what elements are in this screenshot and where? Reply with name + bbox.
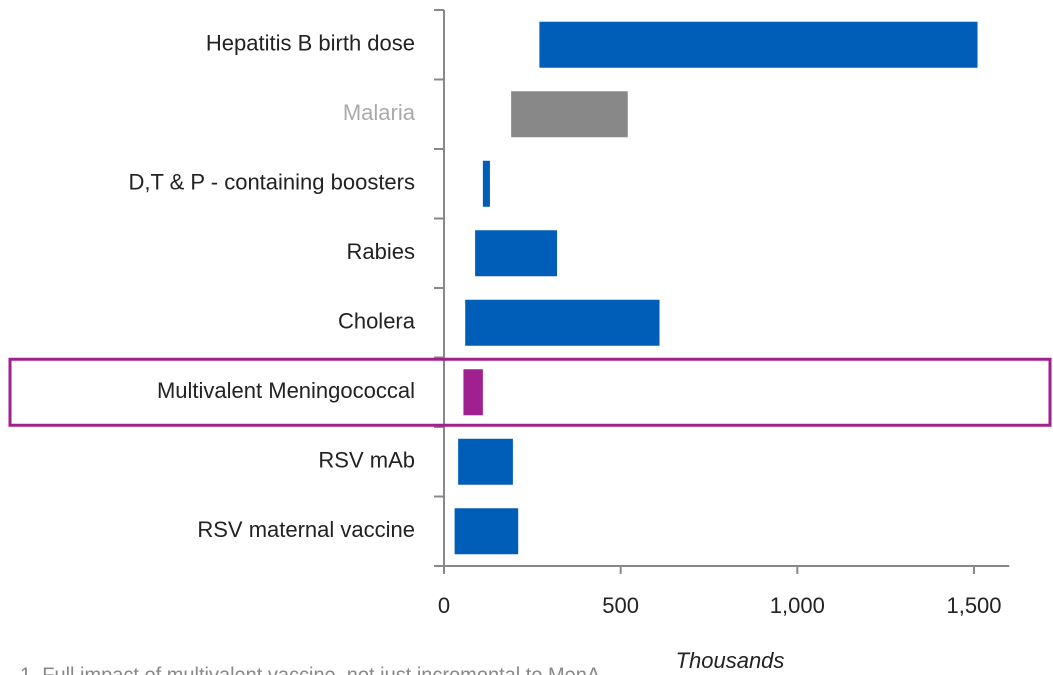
bar bbox=[511, 91, 628, 138]
bar bbox=[539, 21, 978, 68]
bar bbox=[475, 230, 558, 277]
category-label: Multivalent Meningococcal bbox=[157, 378, 415, 403]
category-label: Malaria bbox=[343, 100, 416, 125]
category-label: RSV mAb bbox=[318, 448, 415, 473]
highlight-box bbox=[8, 357, 1052, 427]
category-label: Rabies bbox=[347, 239, 415, 264]
category-label: D,T & P - containing boosters bbox=[128, 170, 415, 195]
category-label: RSV maternal vaccine bbox=[197, 517, 415, 542]
x-axis-label: Thousands bbox=[676, 648, 785, 673]
bar bbox=[482, 160, 490, 207]
x-tick-label: 1,500 bbox=[946, 593, 1001, 618]
x-tick-label: 1,000 bbox=[770, 593, 825, 618]
bar bbox=[458, 438, 513, 485]
x-tick-label: 500 bbox=[602, 593, 639, 618]
category-label: Hepatitis B birth dose bbox=[206, 31, 415, 56]
x-tick-label: 0 bbox=[438, 593, 450, 618]
category-label: Cholera bbox=[338, 309, 416, 334]
bar bbox=[465, 299, 660, 346]
bar bbox=[463, 369, 483, 416]
footnote: 1. Full impact of multivalent vaccine, n… bbox=[20, 664, 601, 675]
bar bbox=[454, 508, 519, 555]
